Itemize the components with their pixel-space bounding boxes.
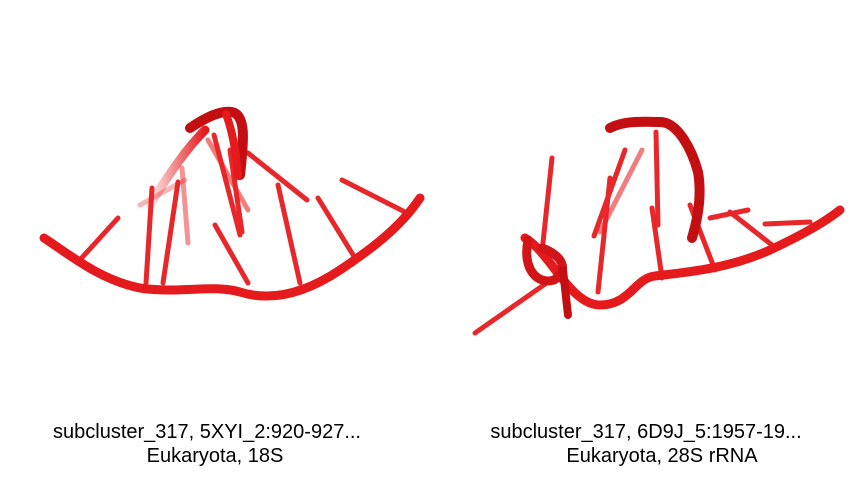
rna-cartoon-render-right	[472, 116, 845, 336]
structure-caption-left: subcluster_317, 5XYI_2:920-927... Eukary…	[0, 420, 430, 468]
structure-panel-right: subcluster_317, 6D9J_5:1957-19... Eukary…	[430, 0, 860, 480]
base-sticks-right	[472, 129, 813, 336]
backbone-curl-right	[522, 235, 567, 286]
structure-panel-left: subcluster_317, 5XYI_2:920-927... Eukary…	[0, 106, 430, 468]
structure-caption-right: subcluster_317, 6D9J_5:1957-19... Eukary…	[430, 420, 860, 468]
caption-line-2: Eukaryota, 18S	[146, 445, 284, 467]
backbone-fade-left	[145, 125, 210, 210]
caption-line-1: subcluster_317, 5XYI_2:920-927...	[53, 421, 361, 443]
backbone-left	[39, 193, 425, 301]
hairpin-loop-left	[185, 106, 248, 180]
rna-cartoon-render-left	[39, 106, 425, 301]
caption-line-2: Eukaryota, 28S rRNA	[566, 445, 758, 467]
caption-line-1: subcluster_317, 6D9J_5:1957-19...	[490, 421, 802, 443]
backbone-right	[520, 205, 845, 310]
hairpin-loop-right	[605, 116, 705, 243]
